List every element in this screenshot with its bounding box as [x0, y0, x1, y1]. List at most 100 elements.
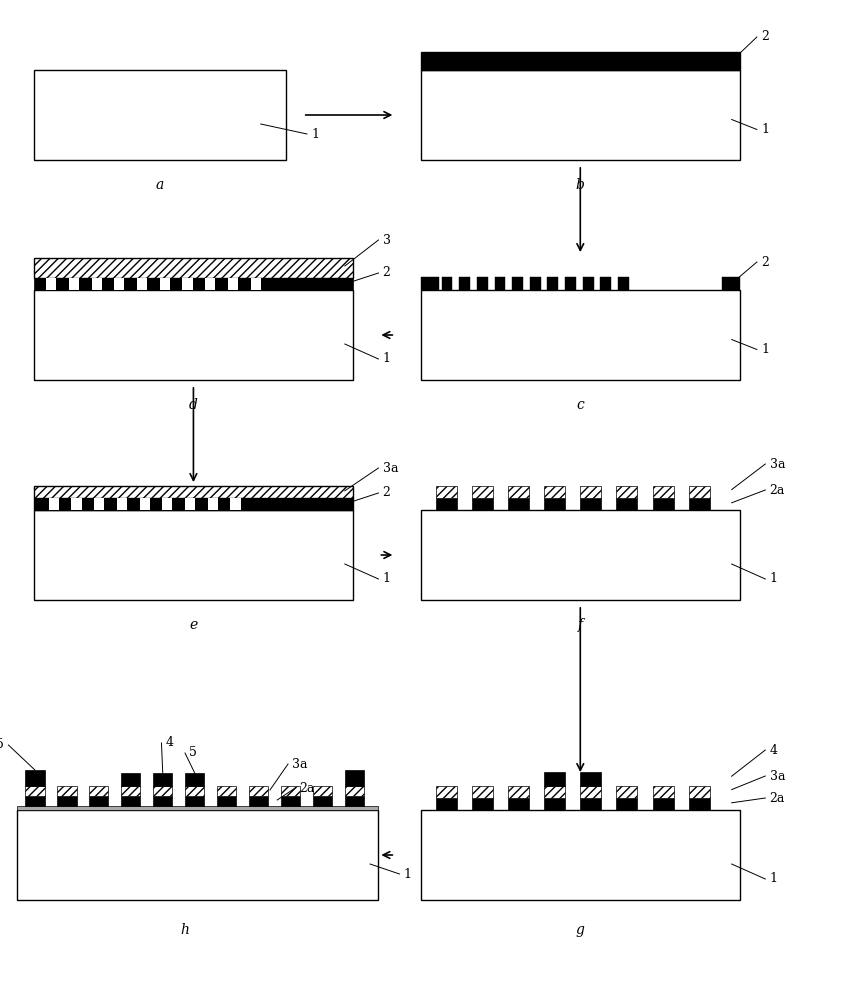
Bar	[472, 498, 493, 510]
Bar	[420, 52, 740, 70]
Bar	[92, 278, 102, 290]
Text: 1: 1	[311, 127, 320, 140]
Bar	[530, 277, 541, 290]
Bar	[185, 796, 204, 806]
Bar	[153, 773, 172, 786]
Text: 3a: 3a	[383, 462, 398, 475]
Bar	[616, 798, 637, 810]
Bar	[565, 277, 576, 290]
Bar	[580, 786, 601, 798]
Bar	[472, 486, 493, 498]
Text: 2: 2	[761, 255, 769, 268]
Bar	[583, 277, 594, 290]
Text: 1: 1	[770, 572, 778, 585]
Text: g: g	[576, 923, 584, 937]
Bar	[25, 770, 45, 786]
Text: 5: 5	[189, 746, 197, 760]
Bar	[69, 278, 79, 290]
Bar	[600, 277, 611, 290]
Bar	[616, 498, 637, 510]
Text: c: c	[576, 398, 584, 412]
Bar	[160, 278, 170, 290]
Bar	[580, 486, 601, 498]
Bar	[121, 796, 140, 806]
Bar	[689, 486, 710, 498]
Bar	[512, 277, 523, 290]
Bar	[185, 498, 195, 510]
Text: 1: 1	[383, 353, 391, 365]
Bar	[420, 290, 740, 380]
Bar	[249, 786, 268, 796]
Bar	[162, 498, 172, 510]
Bar	[281, 796, 300, 806]
Text: 2a: 2a	[770, 792, 785, 804]
Bar	[459, 277, 470, 290]
Bar	[544, 498, 565, 510]
Text: 3: 3	[383, 233, 391, 246]
Bar	[345, 770, 364, 786]
Bar	[616, 786, 637, 798]
Bar	[34, 290, 353, 380]
Text: 3a: 3a	[293, 758, 308, 770]
Text: 2a: 2a	[299, 782, 315, 794]
Text: 2: 2	[761, 30, 769, 43]
Bar	[547, 277, 558, 290]
Bar	[230, 498, 241, 510]
Bar	[249, 796, 268, 806]
Bar	[472, 786, 493, 798]
Bar	[420, 277, 439, 290]
Bar	[436, 786, 457, 798]
Text: 1: 1	[761, 343, 770, 356]
Bar	[653, 786, 674, 798]
Bar	[436, 486, 457, 498]
Text: 3a: 3a	[770, 770, 785, 782]
Bar	[121, 773, 140, 786]
Bar	[618, 277, 629, 290]
Bar	[508, 486, 529, 498]
Bar	[34, 510, 353, 600]
Bar	[436, 498, 457, 510]
Bar	[17, 806, 378, 810]
Bar	[313, 786, 332, 796]
Text: 1: 1	[383, 572, 391, 585]
Bar	[544, 786, 565, 798]
Text: 4: 4	[166, 736, 174, 750]
Bar	[153, 786, 172, 796]
Bar	[722, 277, 740, 290]
Bar	[616, 486, 637, 498]
Bar	[17, 810, 378, 900]
Bar	[228, 278, 238, 290]
Bar	[185, 773, 204, 786]
Bar	[544, 772, 565, 786]
Text: d: d	[189, 398, 198, 412]
Text: 2a: 2a	[770, 484, 785, 496]
Bar	[508, 786, 529, 798]
Bar	[140, 498, 150, 510]
Bar	[472, 798, 493, 810]
Bar	[580, 498, 601, 510]
Text: 3a: 3a	[770, 458, 785, 471]
Bar	[689, 798, 710, 810]
Text: f: f	[578, 618, 583, 632]
Bar	[94, 498, 104, 510]
Bar	[185, 786, 204, 796]
Text: 1: 1	[761, 123, 770, 136]
Bar	[345, 786, 364, 796]
Bar	[420, 510, 740, 600]
Bar	[420, 810, 740, 900]
Bar	[89, 786, 108, 796]
Text: b: b	[576, 178, 584, 192]
Bar	[508, 498, 529, 510]
Bar	[217, 796, 236, 806]
Bar	[46, 278, 56, 290]
Bar	[442, 277, 452, 290]
Text: a: a	[156, 178, 164, 192]
Bar	[49, 498, 59, 510]
Bar	[580, 798, 601, 810]
Bar	[25, 786, 45, 796]
Bar	[495, 277, 505, 290]
Bar	[653, 486, 674, 498]
Bar	[34, 278, 353, 290]
Bar	[653, 498, 674, 510]
Bar	[281, 786, 300, 796]
